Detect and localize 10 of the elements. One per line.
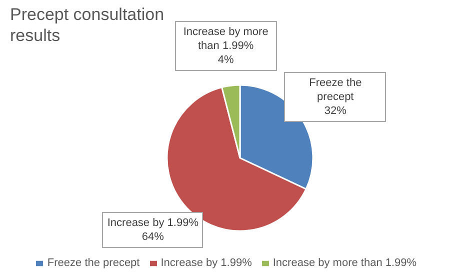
legend-label: Increase by more than 1.99%: [272, 257, 417, 269]
legend-label: Increase by 1.99%: [160, 257, 252, 269]
chart-title: Precept consultation results: [10, 4, 166, 46]
slice-label: Increase by 1.99%: [107, 216, 198, 230]
data-label: 32%: [323, 104, 348, 118]
slice-label: Increase by more than 1.99%: [182, 24, 270, 53]
data-label: 4%: [216, 52, 235, 67]
data-label: 64%: [140, 230, 165, 244]
legend-label: Freeze the precept: [47, 257, 140, 269]
slice-label: Freeze the precept: [308, 76, 363, 104]
